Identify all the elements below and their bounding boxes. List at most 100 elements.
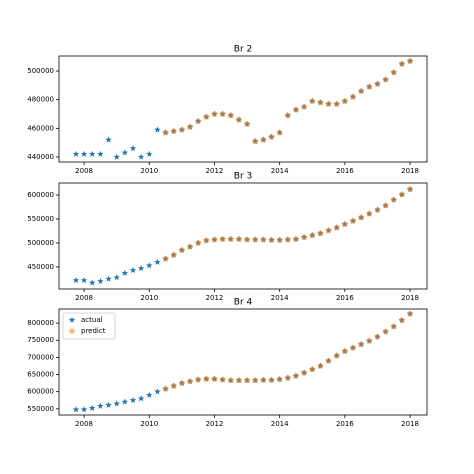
circle-marker — [219, 236, 226, 242]
circle-marker — [333, 224, 340, 231]
y-tick-label: 500000 — [27, 239, 54, 247]
x-tick-label: 2010 — [140, 167, 158, 175]
circle-marker — [203, 376, 210, 382]
circle-marker — [244, 121, 250, 127]
circle-marker — [227, 236, 234, 242]
circle-marker — [390, 69, 397, 76]
circle-marker — [382, 76, 389, 83]
circle-marker — [342, 221, 348, 228]
circle-marker — [317, 363, 324, 369]
circle-marker — [293, 373, 299, 379]
legend-star — [68, 316, 76, 323]
star-marker — [89, 404, 96, 411]
star-marker — [113, 153, 120, 160]
circle-marker — [317, 230, 324, 237]
circle-marker — [244, 377, 250, 384]
x-tick-label: 2012 — [206, 167, 224, 175]
y-tick-label: 800000 — [27, 319, 54, 327]
legend-label: predict — [81, 327, 106, 335]
star-marker — [105, 136, 112, 143]
y-tick-label: 450000 — [27, 263, 54, 271]
star-marker — [154, 126, 161, 133]
circle-marker — [358, 341, 364, 348]
circle-marker — [195, 240, 201, 246]
star-marker — [97, 277, 104, 285]
circle-marker — [268, 377, 275, 383]
circle-marker — [374, 81, 381, 87]
y-tick-label: 550000 — [27, 215, 54, 223]
circle-marker — [268, 134, 275, 140]
circle-marker — [293, 236, 299, 242]
star-marker — [137, 153, 145, 160]
star-marker — [137, 264, 145, 272]
star-marker — [113, 400, 120, 407]
y-tick-label: 750000 — [27, 336, 54, 344]
star-marker — [121, 269, 129, 276]
circle-marker — [268, 237, 275, 243]
legend-label: actual — [81, 316, 103, 324]
circle-marker — [170, 252, 177, 258]
star-marker — [146, 150, 153, 157]
x-tick-label: 2018 — [401, 420, 419, 428]
chart-title: Br 2 — [234, 45, 252, 55]
circle-marker — [309, 232, 316, 239]
circle-marker — [179, 380, 185, 386]
circle-marker — [203, 114, 210, 120]
circle-marker — [333, 352, 340, 359]
x-tick-label: 2014 — [271, 167, 289, 175]
circle-marker — [407, 186, 413, 193]
x-tick-label: 2010 — [140, 294, 158, 302]
circle-marker — [179, 126, 185, 133]
star-marker — [97, 402, 104, 409]
chart-title: Br 4 — [234, 298, 253, 308]
star-marker — [146, 262, 153, 269]
circle-marker — [285, 375, 291, 381]
circle-marker — [170, 383, 177, 389]
circle-marker — [301, 104, 307, 110]
y-tick-label: 480000 — [27, 96, 54, 104]
circle-marker — [162, 386, 169, 392]
circle-marker — [260, 136, 267, 143]
circle-marker — [276, 129, 283, 136]
axes-frame — [58, 308, 428, 416]
circle-marker — [162, 129, 169, 136]
circle-marker — [236, 116, 242, 123]
circle-marker — [366, 83, 373, 90]
circle-marker — [195, 118, 201, 124]
x-tick-label: 2018 — [401, 294, 419, 302]
x-tick-label: 2012 — [206, 294, 224, 302]
y-tick-label: 550000 — [27, 405, 54, 413]
y-tick-label: 700000 — [27, 353, 54, 361]
x-tick-label: 2008 — [75, 420, 93, 428]
star-marker — [89, 279, 96, 286]
circle-marker — [309, 366, 316, 373]
circle-marker — [162, 255, 169, 262]
star-marker — [72, 276, 80, 284]
y-tick-label: 600000 — [27, 191, 54, 199]
x-tick-label: 2008 — [75, 167, 93, 175]
circle-marker — [236, 236, 242, 242]
circle-marker — [179, 247, 185, 253]
circle-marker — [309, 98, 316, 104]
star-marker — [80, 276, 88, 284]
circle-marker — [358, 214, 364, 221]
circle-marker — [407, 311, 413, 317]
circle-marker — [276, 237, 283, 243]
y-tick-label: 600000 — [27, 388, 54, 396]
circle-marker — [252, 377, 259, 384]
circle-marker — [170, 128, 177, 135]
circle-marker — [390, 196, 397, 203]
circle-marker — [325, 101, 332, 107]
circle-marker — [219, 111, 226, 117]
chart-title: Br 3 — [234, 172, 252, 182]
circle-marker — [195, 376, 201, 383]
circle-marker — [301, 234, 307, 240]
circle-marker — [187, 124, 193, 130]
x-tick-label: 2018 — [401, 167, 419, 175]
star-marker — [154, 388, 161, 395]
x-tick-label: 2014 — [271, 294, 289, 302]
circle-marker — [390, 323, 397, 330]
circle-marker — [187, 378, 193, 385]
star-marker — [72, 406, 80, 413]
